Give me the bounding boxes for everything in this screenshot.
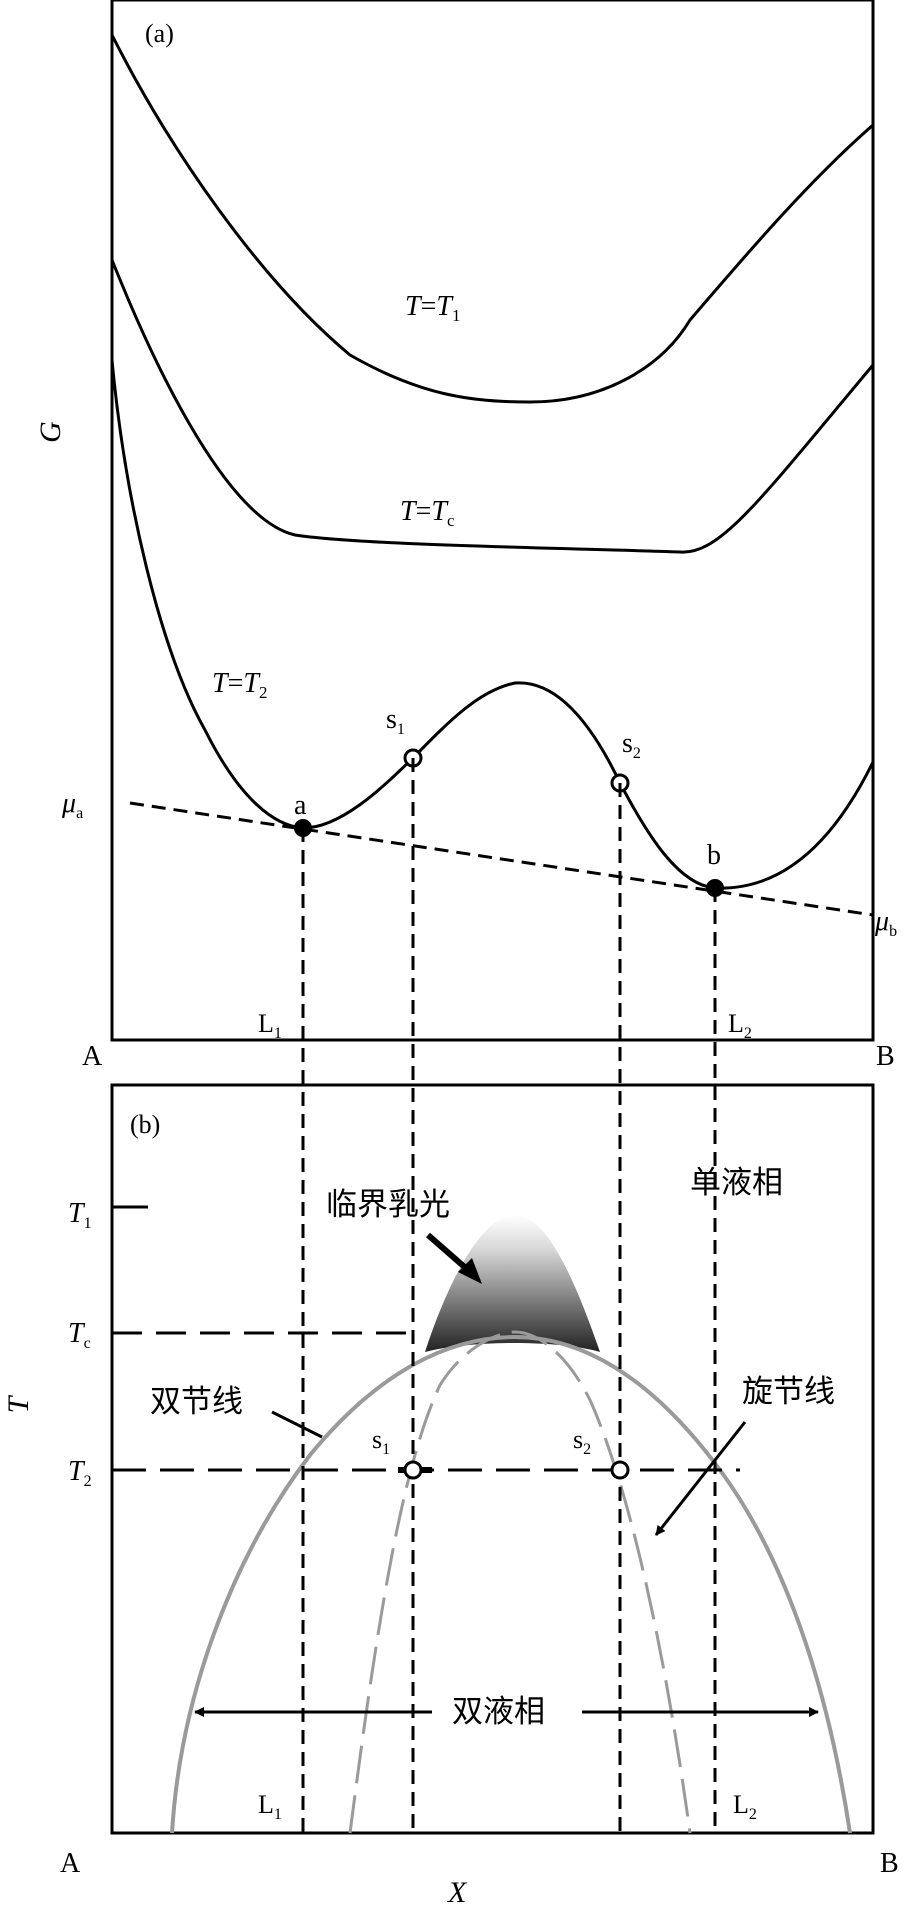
curve-tc-label: T=Tc: [400, 496, 455, 530]
point-a-label: a: [294, 790, 307, 821]
t2-tick-label: T2: [68, 1456, 92, 1490]
point-s2-label: s2: [622, 728, 641, 762]
mu-a-label: μa: [61, 788, 83, 822]
point-s1-label: s1: [386, 704, 405, 738]
mu-b-label: μb: [874, 906, 897, 940]
s2-point-b: [610, 1460, 630, 1480]
panel-a-corner-right: B: [876, 1041, 895, 1072]
curve-t1-label: T=T1: [405, 291, 460, 325]
panel-a-frame: [110, 0, 875, 1042]
panel-b-label: (b): [130, 1110, 160, 1139]
panel-b-l2-label: L2: [733, 1790, 757, 1823]
panel-b-corner-left: A: [60, 1848, 81, 1879]
x-axis-label: X: [447, 1876, 468, 1908]
opalescence-pointer-head: [458, 1258, 482, 1284]
t1-tick-label: T1: [68, 1198, 92, 1232]
panel-b-s1-label: s1: [372, 1425, 390, 1458]
g-axis-label: G: [34, 421, 67, 443]
s1-point-b: [403, 1460, 423, 1480]
curve-t2: [110, 359, 875, 890]
panel-a-l1-label: L1: [258, 1009, 282, 1042]
spinodal-pointer: [654, 1421, 747, 1536]
point-b-label: b: [707, 840, 721, 871]
two-liquid-label: 双液相: [452, 1694, 545, 1730]
curve-t1: [110, 34, 874, 404]
single-liquid-label: 单液相: [690, 1165, 783, 1201]
panel-a-l2-label: L2: [728, 1009, 752, 1042]
panel-a-label: (a): [145, 19, 174, 48]
t-axis-label: T: [2, 1394, 35, 1413]
curve-tc: [110, 259, 875, 554]
panel-b: (b) T1 Tc T2 T s1: [2, 758, 899, 1909]
critical-opalescence-label: 临界乳光: [326, 1187, 450, 1223]
binodal-pointer: [271, 1410, 323, 1439]
spinodal-curve: [348, 1330, 692, 1834]
binodal-curve: [170, 1334, 852, 1834]
panel-b-frame: [110, 1083, 875, 1835]
tc-tick-label: Tc: [68, 1318, 91, 1352]
curve-t2-label: T=T2: [212, 668, 267, 702]
common-tangent-line: [129, 801, 874, 917]
panel-a-corner-left: A: [82, 1041, 103, 1072]
opalescence-pointer-shaft: [426, 1232, 470, 1273]
panel-b-l1-label: L1: [258, 1790, 282, 1823]
panel-b-s2-label: s2: [573, 1425, 591, 1458]
binodal-label: 双节线: [150, 1384, 243, 1420]
critical-opalescence-region: [425, 1215, 600, 1352]
spinodal-label: 旋节线: [742, 1374, 835, 1410]
panel-b-corner-right: B: [880, 1848, 899, 1879]
panel-a: (a) G T=T1 T=Tc T=T2 μa μb a b: [34, 0, 897, 1072]
